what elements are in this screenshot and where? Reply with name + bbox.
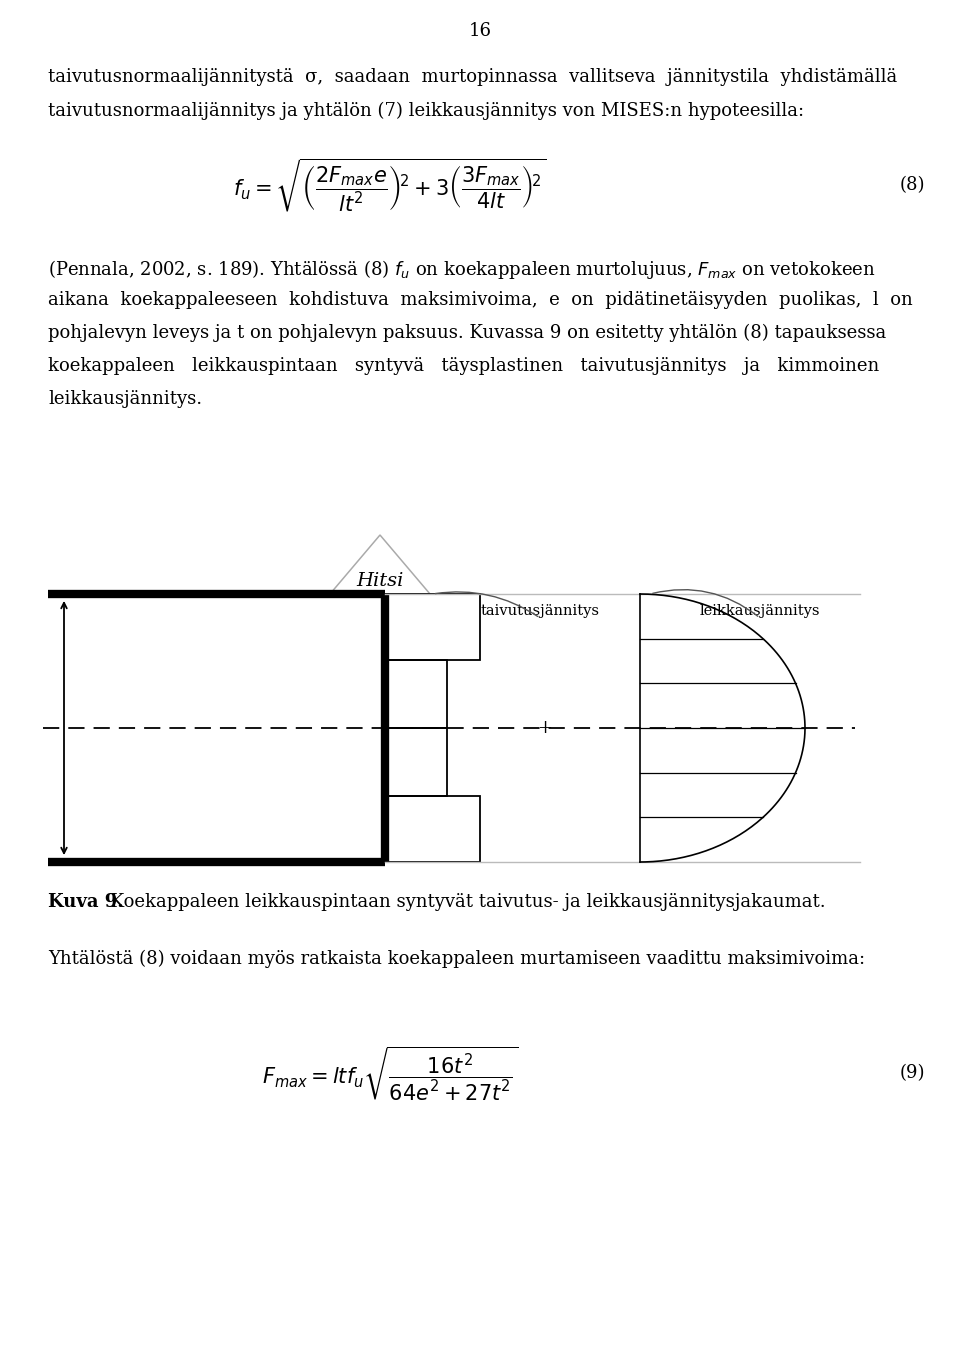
Text: leikkausjännitys: leikkausjännitys: [700, 604, 820, 618]
Text: $f_u = \sqrt{\left(\dfrac{2F_{max}e}{lt^2}\right)^{\!2} + 3\left(\dfrac{3F_{max}: $f_u = \sqrt{\left(\dfrac{2F_{max}e}{lt^…: [233, 156, 546, 214]
Bar: [385, 728, 447, 795]
Text: 16: 16: [468, 22, 492, 40]
Text: (Pennala, 2002, s. 189). Yhtälössä (8) $f_u$ on koekappaleen murtolujuus, $F_{ma: (Pennala, 2002, s. 189). Yhtälössä (8) $…: [48, 258, 876, 281]
Text: Yhtälöstä (8) voidaan myös ratkaista koekappaleen murtamiseen vaadittu maksimivo: Yhtälöstä (8) voidaan myös ratkaista koe…: [48, 950, 865, 968]
Text: aikana  koekappaleeseen  kohdistuva  maksimivoima,  e  on  pidätinetäisyyden  pu: aikana koekappaleeseen kohdistuva maksim…: [48, 291, 913, 310]
Text: (9): (9): [900, 1063, 924, 1082]
Text: koekappaleen   leikkauspintaan   syntyvä   täysplastinen   taivutusjännitys   ja: koekappaleen leikkauspintaan syntyvä täy…: [48, 357, 879, 376]
Text: +: +: [538, 719, 553, 738]
Bar: [385, 660, 447, 728]
Text: taivutusnormaalijännitys ja yhtälön (7) leikkausjännitys von MISES:n hypoteesill: taivutusnormaalijännitys ja yhtälön (7) …: [48, 102, 804, 120]
Text: taivutusjännitys: taivutusjännitys: [481, 604, 599, 618]
Text: taivutusnormaalijännitystä  σ,  saadaan  murtopinnassa  vallitseva  jännitystila: taivutusnormaalijännitystä σ, saadaan mu…: [48, 69, 898, 86]
Text: leikkausjännitys.: leikkausjännitys.: [48, 390, 203, 408]
Text: (8): (8): [900, 176, 924, 194]
Text: $F_{max} = ltf_u\sqrt{\dfrac{16t^2}{64e^2 + 27t^2}}$: $F_{max} = ltf_u\sqrt{\dfrac{16t^2}{64e^…: [262, 1044, 518, 1102]
Text: pohjalevyn leveys ja t on pohjalevyn paksuus. Kuvassa 9 on esitetty yhtälön (8) : pohjalevyn leveys ja t on pohjalevyn pak…: [48, 324, 886, 342]
Bar: [385, 795, 480, 861]
Text: Hitsi: Hitsi: [356, 572, 404, 590]
Text: Koekappaleen leikkauspintaan syntyvät taivutus- ja leikkausjännitysjakaumat.: Koekappaleen leikkauspintaan syntyvät ta…: [105, 892, 826, 911]
Bar: [385, 594, 480, 660]
Text: Kuva 9.: Kuva 9.: [48, 892, 124, 911]
